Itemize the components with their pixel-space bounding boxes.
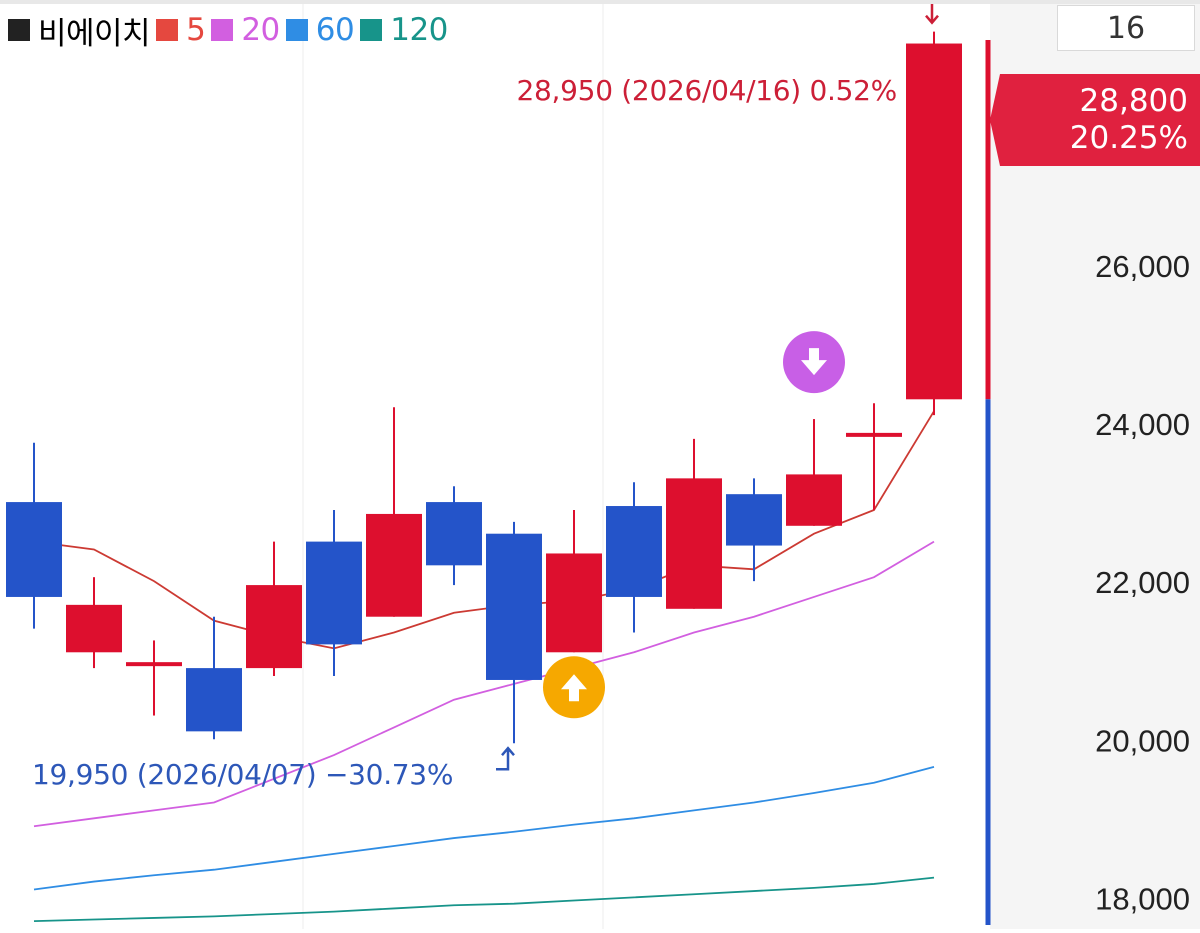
candle-body <box>66 604 122 653</box>
candle-body <box>606 506 662 597</box>
legend-item-ma60[interactable]: 60 <box>285 12 355 48</box>
legend: 비에이치 5 20 60 120 <box>8 8 454 53</box>
legend-swatch <box>360 19 383 41</box>
legend-label-ma5: 5 <box>186 12 206 48</box>
candle-body <box>246 585 302 669</box>
last-price-value: 28,800 <box>1079 83 1188 119</box>
legend-label-ma20: 20 <box>241 12 280 48</box>
y-tick-label: 22,000 <box>1095 565 1190 600</box>
high-annotation: 28,950 (2026/04/16) 0.52% <box>516 74 898 107</box>
legend-item-ma20[interactable]: 20 <box>211 12 280 48</box>
candle-body <box>366 513 422 617</box>
candle-body <box>906 43 962 400</box>
legend-label-ma60: 60 <box>315 12 355 48</box>
candle-body <box>786 474 842 526</box>
candle-body <box>306 541 362 645</box>
legend-swatch <box>211 19 234 41</box>
legend-label-stock: 비에이치 <box>38 15 151 52</box>
candle-body <box>846 432 902 437</box>
arrow-down-icon <box>801 348 827 376</box>
last-price-tag: 28,800 20.25% <box>990 74 1200 166</box>
low-annotation: 19,950 (2026/04/07) −30.73% <box>32 758 454 791</box>
legend-swatch <box>8 19 30 41</box>
price-tag-shape <box>990 74 1200 166</box>
high-pointer <box>924 0 939 25</box>
candle-body <box>546 553 602 653</box>
low-pointer <box>496 746 515 771</box>
legend-item-stock[interactable]: 비에이치 <box>8 8 151 53</box>
legend-swatch <box>285 19 308 41</box>
legend-item-ma5[interactable]: 5 <box>156 12 206 48</box>
arrow-up-icon <box>561 674 587 702</box>
legend-swatch <box>156 19 179 41</box>
candle-body <box>6 502 62 597</box>
y-tick-label: 20,000 <box>1095 723 1190 758</box>
period-input[interactable]: 16 <box>1057 5 1195 51</box>
ma-line-20 <box>33 540 935 828</box>
ma-line-120 <box>33 876 935 922</box>
candle-body <box>426 502 482 566</box>
y-tick-label: 18,000 <box>1095 881 1190 916</box>
legend-label-ma120: 120 <box>390 12 448 48</box>
legend-item-ma120[interactable]: 120 <box>360 12 448 48</box>
y-tick-label: 26,000 <box>1095 249 1190 284</box>
candle-body <box>126 662 182 667</box>
candle-body <box>666 478 722 609</box>
ma-line-5 <box>33 410 935 650</box>
candle-body <box>486 533 542 680</box>
y-tick-label: 24,000 <box>1095 407 1190 442</box>
top-border <box>0 0 1200 4</box>
last-price-change: 20.25% <box>1069 120 1188 156</box>
ma-line-60 <box>33 766 935 891</box>
candle-body <box>726 494 782 546</box>
candle-body <box>186 668 242 732</box>
